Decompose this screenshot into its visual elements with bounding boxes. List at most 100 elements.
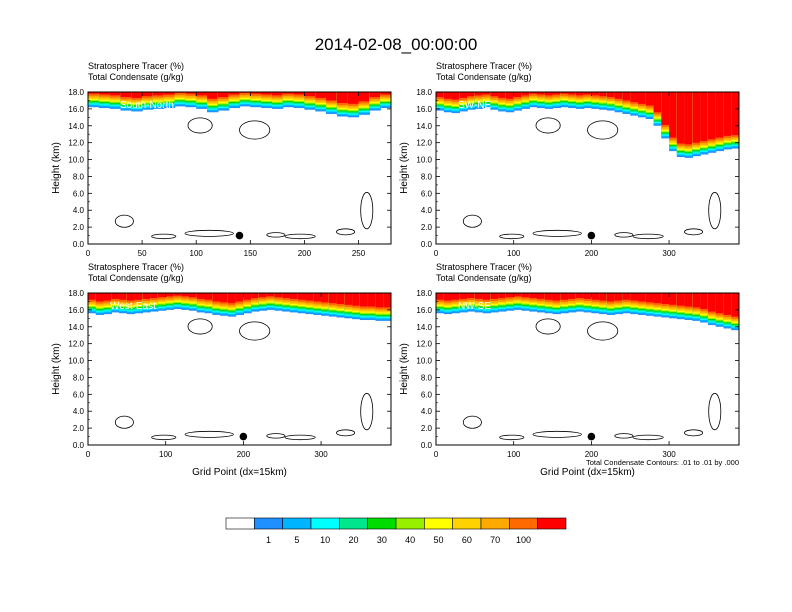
tracer-cell: [220, 293, 229, 303]
tracer-cell: [297, 293, 307, 300]
tracer-cell: [251, 293, 260, 299]
tracer-cell: [150, 293, 159, 299]
tracer-cell: [467, 293, 476, 299]
section-label: West-East: [110, 301, 156, 312]
y-tick-label: 18.0: [416, 289, 432, 298]
tracer-cell: [266, 293, 276, 297]
tracer-cell: [715, 293, 725, 314]
tracer-cell: [152, 92, 165, 96]
panel-header-line1: Stratosphere Tracer (%): [436, 262, 532, 272]
y-tick-label: 16.0: [416, 306, 432, 315]
tracer-cell: [498, 293, 507, 299]
condensate-contour: [708, 392, 722, 431]
colorbar-swatch: [509, 517, 538, 530]
x-tick-label: 250: [352, 249, 366, 258]
tracer-cell: [142, 92, 154, 97]
tracer-cell: [347, 92, 360, 104]
y-axis-label: Height (km): [399, 343, 410, 395]
y-tick-label: 14.0: [416, 323, 432, 332]
y-tick-label: 4.0: [73, 407, 85, 416]
tracer-cell: [513, 92, 523, 98]
y-tick-label: 10.0: [416, 156, 432, 165]
tracer-cell: [645, 293, 655, 303]
panel-west-east: 0.0 2.0 4.0 6.0 8.0 10.0 12.0 14.0 16.0 18.0 0 100 2…: [51, 262, 392, 478]
tracer-cell: [358, 92, 370, 102]
tracer-cell: [304, 92, 316, 97]
panel-header-line1: Stratosphere Tracer (%): [88, 262, 184, 272]
tracer-cell: [315, 92, 327, 98]
tracer-cell: [189, 293, 198, 298]
y-tick-label: 14.0: [416, 122, 432, 131]
tracer-cell: [482, 293, 491, 300]
condensate-contour: [708, 191, 722, 230]
condensate-contour: [614, 232, 634, 238]
condensate-contour: [184, 430, 234, 438]
condensate-contour: [184, 229, 234, 237]
tracer-field: [436, 92, 739, 158]
y-tick-label: 6.0: [73, 189, 85, 198]
condensate-contour: [587, 120, 619, 140]
tracer-cell: [204, 293, 213, 300]
tracer-cell: [207, 92, 219, 99]
y-tick-label: 8.0: [73, 373, 85, 382]
y-tick-label: 10.0: [68, 156, 84, 165]
panel-header-line1: Stratosphere Tracer (%): [88, 61, 184, 71]
x-axis-label: Grid Point (dx=15km): [540, 467, 635, 478]
y-tick-label: 18.0: [416, 88, 432, 97]
tracer-cell: [638, 92, 647, 104]
x-tick-label: 0: [86, 249, 91, 258]
colorbar-swatch: [537, 517, 567, 530]
tracer-cell: [451, 92, 460, 100]
panels: 0.0 2.0 4.0 6.0 8.0 10.0 12.0 14.0 16.0 18.0 0 50 10…: [51, 61, 740, 478]
tracer-cell: [599, 293, 608, 301]
tracer-cell: [95, 293, 105, 302]
condensate-contour: [114, 415, 134, 429]
tracer-cell: [369, 92, 381, 98]
tracer-field: [436, 293, 739, 331]
colorbar-label: 70: [490, 535, 500, 545]
colorbar-label: 100: [516, 535, 531, 545]
y-tick-label: 14.0: [68, 122, 84, 131]
x-tick-label: 200: [585, 450, 599, 459]
tracer-cell: [336, 92, 349, 103]
condensate-contour: [151, 233, 177, 240]
y-axis-label: Height (km): [399, 142, 410, 194]
x-tick-label: 50: [138, 249, 147, 258]
tracer-cell: [505, 92, 515, 99]
tracer-cell: [436, 92, 445, 98]
tracer-cell: [290, 293, 299, 299]
tracer-cell: [537, 293, 546, 299]
condensate-contours: [114, 117, 374, 240]
tracer-cell: [692, 293, 701, 308]
condensate-contour: [360, 392, 374, 431]
section-label: NW-SE: [458, 301, 491, 312]
y-tick-label: 16.0: [416, 105, 432, 114]
tracer-cell: [212, 293, 221, 302]
tracer-cell: [684, 92, 693, 145]
tracer-cell: [250, 92, 262, 94]
tracer-cell: [131, 92, 143, 98]
colorbar-swatch: [254, 517, 283, 530]
tracer-cell: [359, 293, 369, 307]
y-tick-label: 0.0: [73, 441, 85, 450]
tracer-cell: [173, 293, 182, 296]
tracer-cell: [261, 92, 273, 95]
tracer-cell: [313, 293, 322, 302]
tracer-cell: [282, 92, 295, 96]
tracer-cell: [622, 293, 631, 300]
tracer-cell: [700, 293, 709, 310]
tracer-cell: [258, 293, 268, 298]
x-tick-label: 0: [434, 450, 439, 459]
y-tick-label: 8.0: [73, 172, 85, 181]
tracer-cell: [521, 92, 530, 96]
tracer-cell: [653, 293, 662, 304]
y-axis-label: Height (km): [51, 142, 62, 194]
condensate-contour: [462, 214, 482, 228]
condensate-contour: [499, 434, 525, 441]
x-tick-label: 300: [314, 450, 328, 459]
tracer-cell: [282, 293, 291, 299]
condensate-contour: [336, 228, 356, 236]
condensate-contour: [239, 321, 271, 341]
panel-header-line2: Total Condensate (g/kg): [88, 273, 184, 283]
